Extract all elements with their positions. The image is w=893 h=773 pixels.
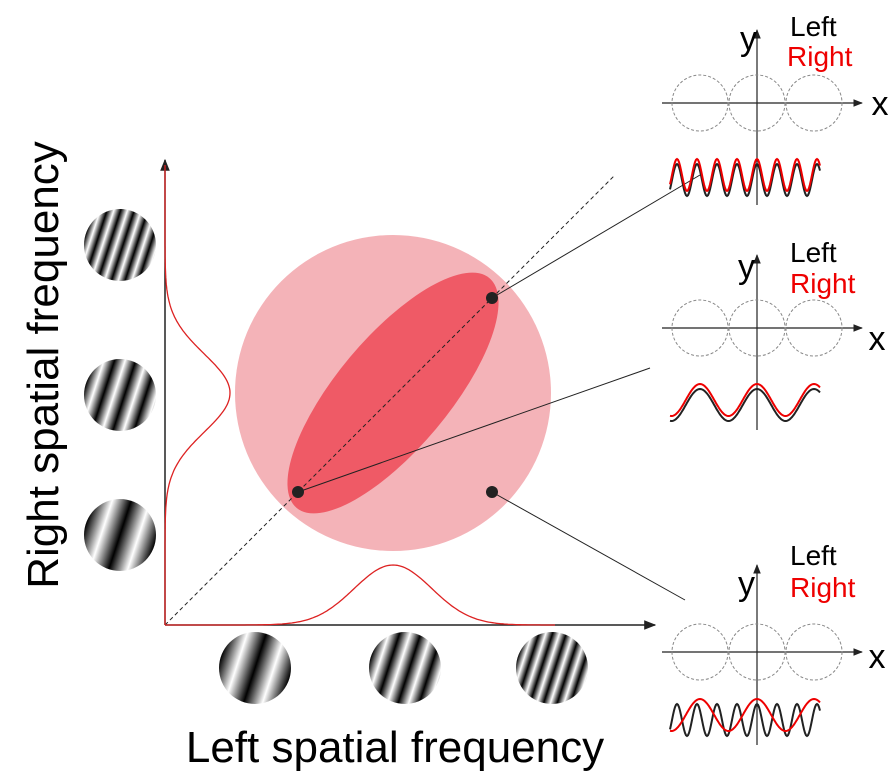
point [292,486,304,498]
point [486,486,498,498]
y-axis-label: Right spatial frequency [19,141,68,589]
grating [84,499,156,571]
legend-left: Left [790,540,837,571]
inset-x-label: x [872,85,889,123]
inset-y-label: y [738,565,755,603]
inset-x-label: x [869,320,886,358]
legend-right: Right [790,572,856,603]
point [486,292,498,304]
inset-x-label: x [869,638,886,676]
inset-y-label: y [740,20,757,58]
page: Left spatial frequency Right spatial fre… [0,0,893,773]
figure: Left spatial frequency Right spatial fre… [0,0,893,773]
x-axis-label: Left spatial frequency [186,723,604,772]
grating [516,632,588,704]
grating [369,632,441,704]
x-marginal [165,565,555,625]
legend-left: Left [790,11,837,42]
grating [84,359,156,431]
grating [219,632,291,704]
legend-right: Right [787,41,853,72]
grating [84,209,156,281]
connector [492,492,685,600]
legend-right: Right [790,268,856,299]
y-marginal [165,165,230,625]
legend-left: Left [790,237,837,268]
inset-y-label: y [738,248,755,286]
